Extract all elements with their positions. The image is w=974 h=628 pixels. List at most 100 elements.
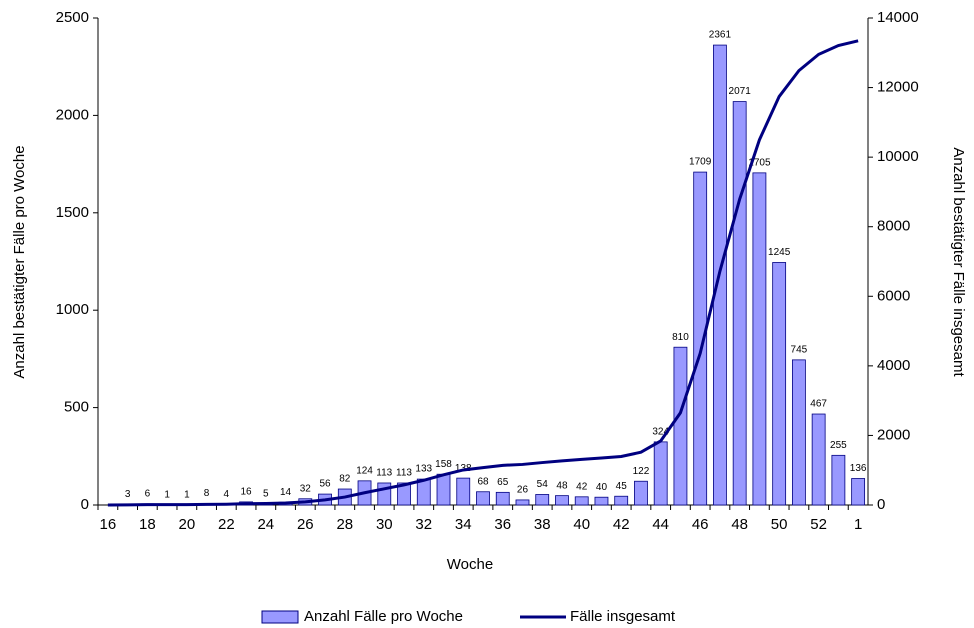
bar: [535, 494, 550, 506]
x-tick-label: 26: [297, 516, 314, 533]
bar: [772, 262, 787, 506]
value-label: 2071: [729, 86, 752, 97]
value-label: 82: [339, 474, 351, 485]
bar: [693, 171, 708, 506]
x-tick-label: 24: [257, 516, 274, 533]
x-tick-label: 50: [771, 516, 788, 533]
value-label: 1705: [748, 158, 771, 169]
bar: [515, 499, 530, 506]
value-label: 6: [145, 488, 151, 499]
value-label: 42: [576, 481, 588, 492]
x-tick-label: 20: [179, 516, 196, 533]
value-label: 1245: [768, 247, 791, 258]
x-tick-label: 40: [573, 516, 590, 533]
value-label: 467: [810, 399, 827, 410]
x-tick-label: 30: [376, 516, 393, 533]
bar: [456, 477, 471, 506]
bar: [634, 480, 648, 506]
bar: [653, 441, 668, 506]
y-axis-title: Anzahl bestätigter Fälle pro Woche: [11, 145, 28, 378]
bar: [436, 473, 451, 506]
value-label: 45: [616, 481, 628, 492]
y2-tick-label: 14000: [877, 9, 919, 26]
x-tick-label: 18: [139, 516, 156, 533]
bar: [555, 495, 569, 506]
x-tick-label: 38: [534, 516, 551, 533]
y2-tick-label: 2000: [877, 426, 910, 443]
bar: [476, 491, 490, 506]
value-label: 40: [596, 482, 608, 493]
y-tick-label: 2500: [56, 9, 89, 26]
legend-swatch: [261, 610, 299, 624]
y2-tick-label: 8000: [877, 218, 910, 235]
bar: [732, 101, 747, 506]
x-tick-label: 42: [613, 516, 630, 533]
value-label: 138: [455, 463, 472, 474]
y2-tick-label: 10000: [877, 148, 919, 165]
bar: [614, 495, 629, 506]
bar: [831, 454, 846, 506]
value-label: 122: [633, 466, 650, 477]
bar: [851, 478, 866, 506]
value-label: 1: [164, 489, 170, 500]
x-tick-label: 34: [455, 516, 472, 533]
y-tick-label: 2000: [56, 106, 89, 123]
y2-tick-label: 0: [877, 496, 885, 513]
legend-label: Fälle insgesamt: [570, 608, 676, 625]
bar: [752, 172, 767, 506]
x-tick-label: 48: [731, 516, 748, 533]
value-label: 113: [396, 468, 412, 479]
y-tick-label: 500: [64, 399, 89, 416]
value-label: 48: [556, 480, 568, 491]
x-tick-label: 36: [494, 516, 511, 533]
line: [107, 39, 859, 507]
value-label: 158: [435, 459, 452, 470]
bar: [594, 496, 609, 506]
value-label: 810: [672, 332, 689, 343]
bar: [811, 413, 826, 506]
bar: [495, 491, 510, 506]
value-label: 5: [263, 489, 269, 500]
x-tick-label: 46: [692, 516, 709, 533]
x-axis-title: Woche: [447, 556, 493, 573]
value-label: 324: [652, 427, 669, 438]
value-label: 32: [300, 483, 312, 494]
value-label: 4: [224, 489, 230, 500]
bar: [673, 346, 688, 506]
value-label: 745: [791, 345, 808, 356]
bar: [574, 496, 589, 506]
x-tick-label: 52: [810, 516, 827, 533]
y-tick-label: 1500: [56, 204, 89, 221]
y2-tick-label: 4000: [877, 357, 910, 374]
y2-axis-title: Anzahl bestätigter Fälle insgesamt: [950, 147, 967, 377]
y-tick-label: 1000: [56, 301, 89, 318]
bar: [377, 482, 392, 506]
value-label: 56: [319, 479, 331, 490]
y2-tick-label: 6000: [877, 287, 910, 304]
value-label: 14: [280, 487, 292, 498]
value-label: 16: [241, 487, 253, 498]
value-label: 113: [376, 468, 392, 479]
value-label: 1: [184, 489, 190, 500]
value-label: 65: [497, 477, 509, 488]
x-tick-label: 16: [100, 516, 117, 533]
x-tick-label: 32: [415, 516, 432, 533]
value-label: 1709: [689, 157, 712, 168]
bar: [416, 478, 431, 506]
value-label: 2361: [709, 30, 732, 41]
x-tick-label: 44: [652, 516, 669, 533]
x-tick-label: 1: [854, 516, 862, 533]
value-label: 255: [830, 440, 847, 451]
value-label: 124: [356, 465, 373, 476]
legend-label: Anzahl Fälle pro Woche: [304, 608, 463, 625]
value-label: 133: [415, 464, 432, 475]
value-label: 26: [517, 485, 529, 496]
bar: [397, 482, 411, 506]
value-label: 3: [125, 489, 131, 500]
y-tick-label: 0: [81, 496, 89, 513]
bar: [791, 359, 806, 506]
y2-tick-label: 12000: [877, 79, 919, 96]
value-label: 8: [204, 488, 210, 499]
value-label: 136: [850, 463, 867, 474]
